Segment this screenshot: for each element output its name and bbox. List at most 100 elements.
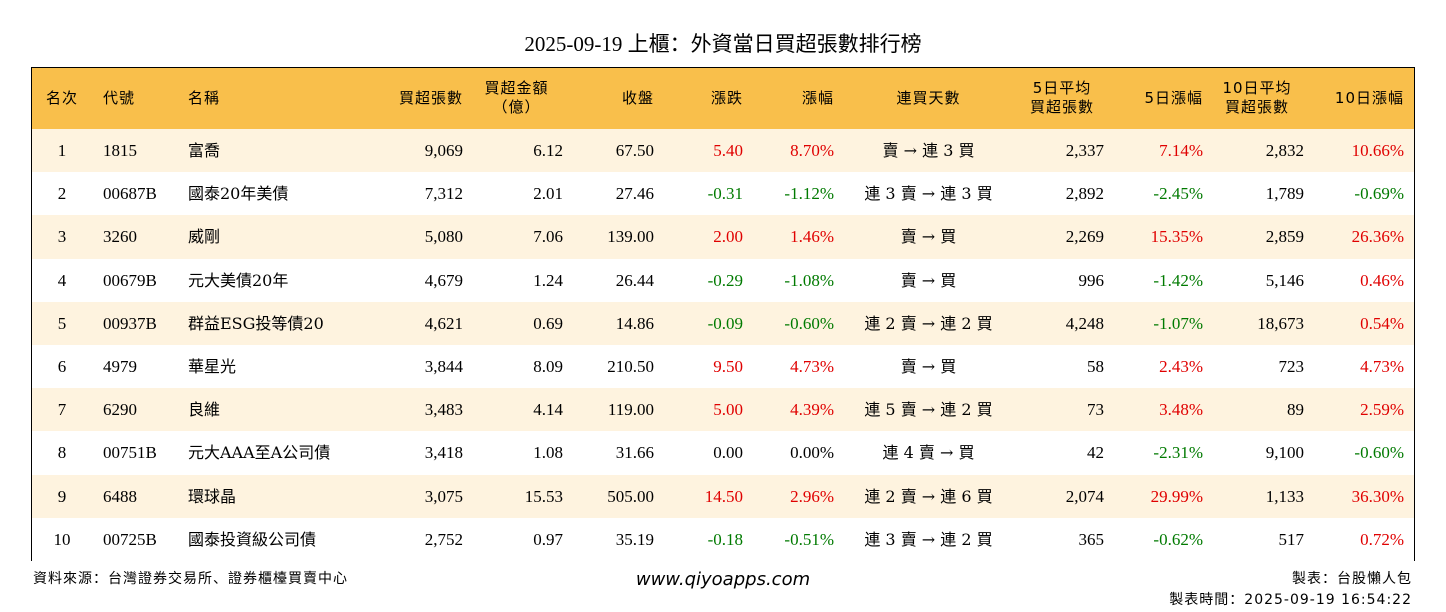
cell: -1.07% xyxy=(1153,313,1203,333)
cell: 5,146 xyxy=(1265,270,1304,290)
cell: 1.46% xyxy=(790,227,834,247)
table-row xyxy=(32,129,1414,173)
cell: 1.08 xyxy=(533,443,563,463)
header-row xyxy=(32,67,1414,129)
cell: 4 xyxy=(57,270,67,290)
header-cell: 代號 xyxy=(103,88,136,107)
header-cell: 10日漲幅 xyxy=(1334,88,1404,107)
header-cell: 買超張數 xyxy=(398,88,463,107)
table-row xyxy=(32,258,1414,302)
cell: 6.12 xyxy=(533,141,563,160)
cell: 00725B xyxy=(103,529,157,549)
cell: 5.40 xyxy=(713,141,743,160)
table-row xyxy=(32,517,1414,561)
cell: 8 xyxy=(57,443,67,463)
cell: 連 2 賣 → 連 2 買 xyxy=(864,313,993,333)
cell: 67.50 xyxy=(615,141,654,160)
cell: 0.00% xyxy=(790,443,834,463)
cell: 賣 → 買 xyxy=(900,357,957,376)
cell: 連 3 賣 → 連 2 買 xyxy=(864,529,993,549)
cell: 8.70% xyxy=(790,141,834,160)
cell: 2,832 xyxy=(1265,141,1304,160)
cell: 00679B xyxy=(103,270,157,290)
cell: -0.60% xyxy=(1354,443,1404,463)
cell: 18,673 xyxy=(1257,313,1304,333)
cell: -2.45% xyxy=(1153,184,1203,204)
cell: 4.39% xyxy=(790,400,834,420)
cell: 29.99% xyxy=(1150,486,1203,506)
table-row xyxy=(32,388,1414,432)
header-cell: 漲跌 xyxy=(710,88,743,107)
cell: 10.66% xyxy=(1351,141,1404,160)
cell: -2.31% xyxy=(1153,443,1203,463)
cell: 1,789 xyxy=(1265,184,1304,204)
cell: 119.00 xyxy=(607,400,654,420)
header-cell: 10日平均 買超張數 xyxy=(1222,79,1292,116)
cell: 9,069 xyxy=(424,141,463,160)
cell: 威剛 xyxy=(188,227,221,247)
cell: 1815 xyxy=(103,141,137,160)
cell: 2.59% xyxy=(1360,400,1404,420)
cell: 連 4 賣 → 買 xyxy=(882,443,975,463)
cell: 2.43% xyxy=(1159,357,1203,376)
cell: 3 xyxy=(57,227,67,247)
cell: 群益ESG投等債20 xyxy=(188,313,324,333)
cell: 4,248 xyxy=(1065,313,1104,333)
cell: 富喬 xyxy=(188,141,221,160)
cell: 元大AAA至A公司債 xyxy=(188,443,331,463)
cell: 3,075 xyxy=(424,486,463,506)
cell: -1.42% xyxy=(1153,270,1203,290)
cell: 4979 xyxy=(103,357,137,376)
cell: 國泰投資級公司債 xyxy=(188,529,317,549)
header-cell: 5日平均 買超張數 xyxy=(1029,79,1094,116)
cell: 14.50 xyxy=(704,486,743,506)
cell: 1.24 xyxy=(533,270,563,290)
table-row xyxy=(32,431,1414,475)
cell: 0.54% xyxy=(1360,313,1404,333)
cell: 5.00 xyxy=(713,400,743,420)
cell: 5 xyxy=(57,313,67,333)
cell: 賣 → 連 3 買 xyxy=(882,141,975,160)
cell: -0.60% xyxy=(784,313,834,333)
cell: 8.09 xyxy=(533,357,563,376)
table-row xyxy=(32,345,1414,389)
cell: 58 xyxy=(1087,357,1104,376)
cell: 4,679 xyxy=(424,270,463,290)
cell: 2,859 xyxy=(1265,227,1304,247)
cell: 0.69 xyxy=(533,313,563,333)
cell: 華星光 xyxy=(188,357,237,376)
cell: 10 xyxy=(53,529,71,549)
header-cell: 連買天數 xyxy=(896,88,961,107)
cell: 2,752 xyxy=(424,529,463,549)
cell: -0.51% xyxy=(784,529,834,549)
table-row xyxy=(32,215,1414,259)
cell: 5,080 xyxy=(424,227,463,247)
cell: 4.73% xyxy=(1360,357,1404,376)
cell: 26.44 xyxy=(615,270,654,290)
cell: 723 xyxy=(1278,357,1305,376)
table-row xyxy=(32,172,1414,216)
cell: -1.12% xyxy=(784,184,834,204)
cell: 0.46% xyxy=(1360,270,1404,290)
cell: 1,133 xyxy=(1265,486,1304,506)
cell: 1 xyxy=(57,141,67,160)
cell: 517 xyxy=(1278,529,1305,549)
cell: 00751B xyxy=(103,443,157,463)
cell: 15.53 xyxy=(524,486,563,506)
header-cell: 5日漲幅 xyxy=(1144,88,1203,107)
header-cell: 收盤 xyxy=(621,88,654,107)
cell: -0.69% xyxy=(1354,184,1404,204)
site: www.qiyoapps.com xyxy=(635,569,811,590)
cell: 31.66 xyxy=(615,443,654,463)
table-row xyxy=(32,301,1414,345)
cell: 7 xyxy=(57,400,67,420)
cell: 0.00 xyxy=(713,443,743,463)
cell: 4.14 xyxy=(533,400,563,420)
cell: -0.18 xyxy=(707,529,743,549)
cell: 2,337 xyxy=(1065,141,1104,160)
cell: 2.01 xyxy=(533,184,563,204)
cell: 36.30% xyxy=(1351,486,1404,506)
cell: 連 3 賣 → 連 3 買 xyxy=(864,184,993,204)
cell: 365 xyxy=(1078,529,1105,549)
cell: 賣 → 買 xyxy=(900,227,957,247)
